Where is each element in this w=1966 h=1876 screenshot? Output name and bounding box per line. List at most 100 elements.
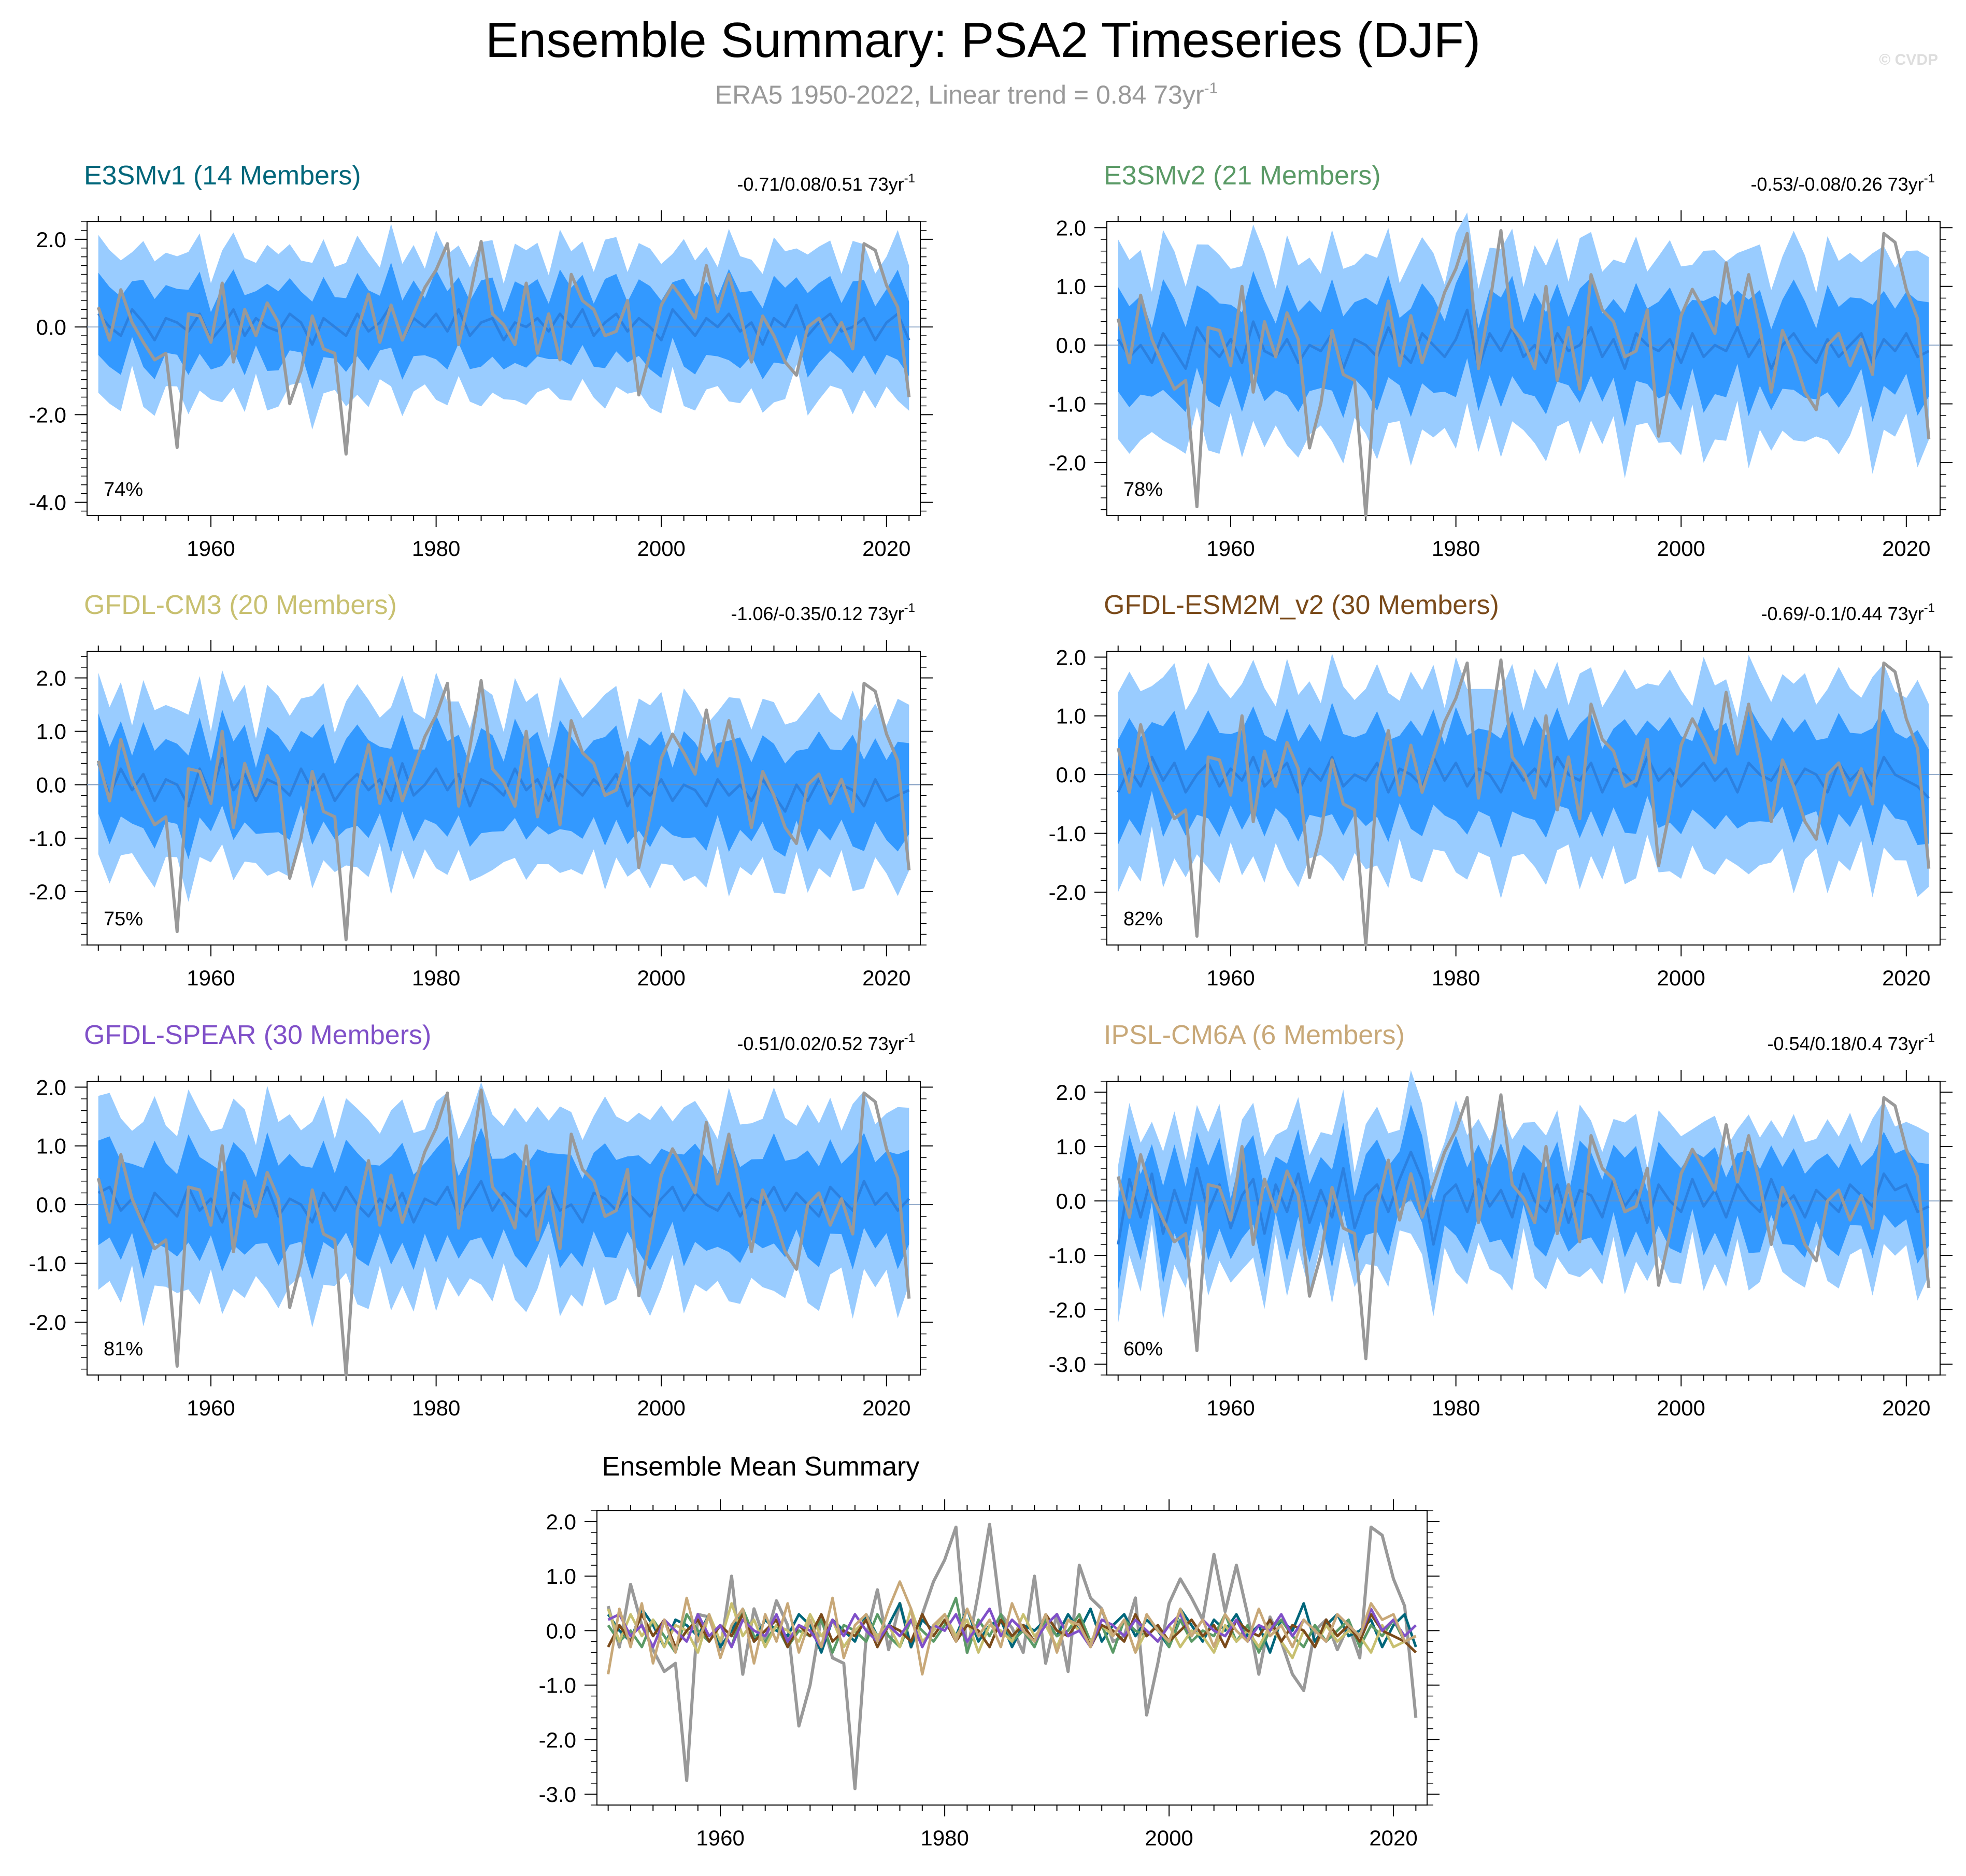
panel-5-xtick-label: 1980 <box>412 1396 460 1420</box>
panel-4-xtick-label: 1960 <box>1206 966 1255 990</box>
panel-2-ensemble-mean-line <box>1117 308 1930 370</box>
panel-6-stats-superscript: -1 <box>1924 1031 1935 1045</box>
panel-3-observed-line <box>96 679 911 941</box>
panel-1-ytick-label: 2.0 <box>36 227 66 252</box>
mean-summary-ytick-label: -2.0 <box>539 1728 576 1752</box>
mean-summary-ytick-label: -3.0 <box>539 1782 576 1807</box>
panel-5-ytick-label: 1.0 <box>36 1134 66 1158</box>
panel-5-stats-superscript: -1 <box>904 1031 915 1045</box>
panel-5-ytick-label: 0.0 <box>36 1193 66 1217</box>
panel-4-xtick-label: 2020 <box>1882 966 1930 990</box>
panel-1-percent: 74% <box>104 479 143 500</box>
panel-6-ytick-label: -3.0 <box>1049 1352 1086 1377</box>
panel-6-title: IPSL-CM6A (6 Members) <box>1104 1020 1405 1050</box>
panel-3-stats-superscript: -1 <box>904 601 915 615</box>
panel-3: 1960 1980 2000 2020 2.0 1.0 0.0 -1.0 -2.0 GFDL-CM… <box>29 590 933 990</box>
panel-1-ytick-label: 0.0 <box>36 315 66 339</box>
panel-6-xtick-label: 2020 <box>1882 1396 1930 1420</box>
panel-3-xtick-label: 1960 <box>187 966 235 990</box>
panel-4-stats: -0.69/-0.1/0.44 73yr-1 <box>1761 601 1935 624</box>
mean-summary-observed-line <box>606 1523 1418 1791</box>
mean-summary-title: Ensemble Mean Summary <box>602 1452 920 1482</box>
panel-3-stats: -1.06/-0.35/0.12 73yr-1 <box>731 601 915 624</box>
panel-5-xtick-label: 2020 <box>862 1396 910 1420</box>
panel-4-stats-text: -0.69/-0.1/0.44 73yr <box>1761 603 1924 624</box>
panel-3-title: GFDL-CM3 (20 Members) <box>84 590 397 620</box>
panel-5-ensemble-mean-line <box>97 1180 910 1224</box>
panel-4-xtick-label: 2000 <box>1657 966 1705 990</box>
panel-1-xtick-label: 1980 <box>412 536 460 561</box>
panel-5-stats: -0.51/0.02/0.52 73yr-1 <box>737 1031 915 1054</box>
panel-6-stats-text: -0.54/0.18/0.4 73yr <box>1767 1033 1924 1054</box>
panels: 1960 1980 2000 2020 2.0 0.0 -2.0 -4.0 E3SMv1 (14… <box>29 161 1953 1420</box>
panel-5-observed-line <box>96 1089 911 1377</box>
panel-4-percent: 82% <box>1123 908 1163 930</box>
panel-1-ensemble-mean-line <box>97 304 910 346</box>
panel-6-xtick-label: 1960 <box>1206 1396 1255 1420</box>
panel-4-ytick-label: -2.0 <box>1049 880 1086 905</box>
panel-1-stats: -0.71/0.08/0.51 73yr-1 <box>737 171 915 195</box>
panel-2-stats: -0.53/-0.08/0.26 73yr-1 <box>1750 171 1935 195</box>
panel-4-ytick-label: 0.0 <box>1056 763 1086 787</box>
panel-1-ytick-label: -2.0 <box>29 403 66 427</box>
panel-5-stats-text: -0.51/0.02/0.52 73yr <box>737 1033 904 1054</box>
mean-summary-line-6 <box>607 1580 1417 1676</box>
panel-5-title: GFDL-SPEAR (30 Members) <box>84 1020 431 1050</box>
panel-5-ytick-label: -1.0 <box>29 1252 66 1276</box>
panel-6-ytick-label: 2.0 <box>1056 1080 1086 1105</box>
panel-5-xtick-label: 1960 <box>187 1396 235 1420</box>
mean-summary-ytick-label: 1.0 <box>546 1564 576 1588</box>
mean-summary-xtick-label: 2020 <box>1369 1826 1417 1850</box>
ensemble-mean-summary: 1960 1980 2000 2020 2.0 1.0 0.0 -1.0 -2.0 -3.0 Ens… <box>539 1452 1440 1850</box>
panel-5: 1960 1980 2000 2020 2.0 1.0 0.0 -1.0 -2.0 GFDL-SP… <box>29 1020 933 1420</box>
panel-4-stats-superscript: -1 <box>1924 601 1935 615</box>
panel-2-stats-superscript: -1 <box>1924 171 1935 185</box>
panel-6-ytick-label: -2.0 <box>1049 1298 1086 1322</box>
panel-3-ytick-label: 2.0 <box>36 666 66 691</box>
panel-2-observed-line <box>1116 229 1931 517</box>
panel-6-ensemble-mean-line <box>1117 1151 1930 1246</box>
subtitle-text: ERA5 1950-2022, Linear trend = 0.84 73yr <box>715 80 1204 109</box>
panel-3-stats-text: -1.06/-0.35/0.12 73yr <box>731 603 904 624</box>
panel-6-percent: 60% <box>1123 1338 1163 1360</box>
panel-6-ytick-label: 0.0 <box>1056 1189 1086 1213</box>
mean-summary-xtick-label: 1980 <box>920 1826 968 1850</box>
panel-3-xtick-label: 2000 <box>637 966 685 990</box>
panel-4-title: GFDL-ESM2M_v2 (30 Members) <box>1104 590 1499 620</box>
panel-6-xtick-label: 1980 <box>1432 1396 1480 1420</box>
panel-1-title: E3SMv1 (14 Members) <box>84 161 361 191</box>
panel-2-title: E3SMv2 (21 Members) <box>1104 161 1381 191</box>
panel-2-ytick-label: 2.0 <box>1056 216 1086 240</box>
watermark: © CVDP <box>1879 51 1938 68</box>
panel-5-percent: 81% <box>104 1338 143 1360</box>
panel-2-ytick-label: -2.0 <box>1049 451 1086 475</box>
panel-2-xtick-label: 2020 <box>1882 536 1930 561</box>
figure-title: Ensemble Summary: PSA2 Timeseries (DJF) <box>486 12 1480 68</box>
mean-summary-xtick-label: 2000 <box>1145 1826 1193 1850</box>
panel-6: 1960 1980 2000 2020 2.0 1.0 0.0 -1.0 -2.0 -3.0 IPS… <box>1049 1020 1953 1420</box>
panel-3-ytick-label: -2.0 <box>29 880 66 904</box>
panel-6-stats: -0.54/0.18/0.4 73yr-1 <box>1767 1031 1935 1054</box>
panel-1-stats-superscript: -1 <box>904 171 915 185</box>
panel-3-ytick-label: -1.0 <box>29 826 66 851</box>
mean-summary-ytick-label: 0.0 <box>546 1619 576 1643</box>
panel-3-ytick-label: 0.0 <box>36 773 66 797</box>
panel-2-percent: 78% <box>1123 479 1163 500</box>
panel-6-observed-line <box>1116 1093 1931 1361</box>
panel-6-ytick-label: -1.0 <box>1049 1243 1086 1268</box>
panel-4-ytick-label: -1.0 <box>1049 822 1086 846</box>
panel-4: 1960 1980 2000 2020 2.0 1.0 0.0 -1.0 -2.0 GFDL-ES… <box>1049 590 1953 990</box>
mean-summary-line-5 <box>607 1607 1417 1649</box>
figure-subtitle: ERA5 1950-2022, Linear trend = 0.84 73yr… <box>715 80 1218 109</box>
panel-1-observed-line <box>96 240 911 456</box>
panel-2: 1960 1980 2000 2020 2.0 1.0 0.0 -1.0 -2.0 E3SMv2 … <box>1049 161 1953 561</box>
panel-3-xtick-label: 1980 <box>412 966 460 990</box>
panel-2-xtick-label: 1980 <box>1432 536 1480 561</box>
panel-1-ytick-label: -4.0 <box>29 491 66 515</box>
mean-summary-xtick-label: 1960 <box>696 1826 744 1850</box>
panel-1-stats-text: -0.71/0.08/0.51 73yr <box>737 174 904 195</box>
panel-5-xtick-label: 2000 <box>637 1396 685 1420</box>
panel-1-xtick-label: 1960 <box>187 536 235 561</box>
mean-summary-ytick-label: 2.0 <box>546 1510 576 1534</box>
